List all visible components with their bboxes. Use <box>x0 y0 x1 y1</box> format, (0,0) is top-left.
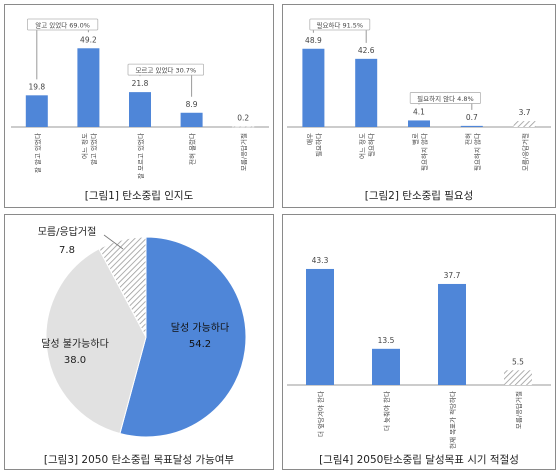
chart-1-category-label: 어느 정도알고 있었다 <box>80 133 98 165</box>
chart-1-value-label: 49.2 <box>80 35 97 44</box>
chart-3-leader-line <box>103 234 124 250</box>
chart-2-bar <box>408 120 430 127</box>
chart-1-bar <box>180 112 203 127</box>
chart-4-value-label: 37.7 <box>444 271 461 280</box>
chart-4-category-label: 더 늦춰야 한다 <box>382 391 391 431</box>
chart-panel-2: 48.9 매우필요하다 42.6 어느 정도필요하다 4.1 별로필요하지 않다 0.7 전혀… <box>282 4 556 208</box>
chart-2-bar <box>513 121 536 127</box>
chart-2-category-label: 전혀필요하지 않다 <box>463 133 481 171</box>
chart-2-value-label: 42.6 <box>358 46 375 55</box>
chart-4-bar <box>504 370 532 385</box>
chart-4-value-label: 5.5 <box>512 357 524 366</box>
chart-3-pie-slice <box>98 236 147 338</box>
chart-1-bar <box>77 48 100 127</box>
chart-1-category-label: 모름/응답거절 <box>239 133 248 171</box>
chart-4-category-label: 더 앞당겨야 한다 <box>316 391 325 437</box>
chart-1-category-label: 잘 알고 있었다 <box>33 133 42 173</box>
chart-2-bar <box>302 48 325 128</box>
chart-1-bracket-label: 알고 있었다 69.0% <box>35 21 90 30</box>
chart-2-bracket-label: 필요하지 않다 4.8% <box>417 94 474 103</box>
chart-1-category-label: 잘 모르고 있었다 <box>136 133 145 179</box>
chart-2-bracket-box <box>309 18 371 31</box>
chart-1-value-label: 8.9 <box>186 100 198 109</box>
chart-panel-3: 달성 가능하다 54.2 달성 불가능하다 38.0 모름/응답거절 7.8 <box>4 214 274 470</box>
chart-3-slice-label: 달성 가능하다 <box>171 321 229 334</box>
chart-3-slice-label: 모름/응답거절 <box>38 225 97 238</box>
chart-4-svg: 43.3 더 앞당겨야 한다 13.5 더 늦춰야 한다 37.7 현재 목표가 적당하다… <box>287 256 551 449</box>
chart-4-caption: [그림4] 2050탄소중립 달성목표 시기 적절성 <box>319 454 519 466</box>
chart-4-bar <box>372 348 400 385</box>
chart-4-category-label: 현재 목표가 적당하다 <box>448 391 457 449</box>
chart-2-bracket-box <box>409 92 481 104</box>
chart-2-category-label: 모름/응답거절 <box>521 133 530 171</box>
chart-2-value-label: 48.9 <box>305 36 322 45</box>
chart-1-category-label: 전혀 몰랐다 <box>188 133 197 165</box>
chart-2-value-label: 0.7 <box>466 113 478 122</box>
chart-2-bar <box>355 58 378 128</box>
chart-1-caption: [그림1] 탄소중립 인지도 <box>84 190 194 202</box>
chart-1-svg: 19.8 잘 알고 있었다 49.2 어느 정도알고 있었다 21.8 잘 모르고 있었다… <box>11 18 269 179</box>
chart-1-bar <box>129 92 151 127</box>
chart-4-value-label: 43.3 <box>312 256 329 265</box>
chart-1-bracket-box <box>26 18 99 31</box>
chart-2-svg: 48.9 매우필요하다 42.6 어느 정도필요하다 4.1 별로필요하지 않다 0.7 전혀… <box>287 18 551 171</box>
chart-2-category-label: 별로필요하지 않다 <box>411 133 429 171</box>
chart-2-bar <box>460 125 483 127</box>
chart-2-caption: [그림2] 탄소중립 필요성 <box>364 190 474 202</box>
chart-2-value-label: 3.7 <box>519 108 531 117</box>
chart-3-caption: [그림3] 2050 탄소중립 목표달성 가능여부 <box>43 454 235 466</box>
chart-3-slice-value: 54.2 <box>189 339 211 350</box>
chart-2-value-label: 4.1 <box>413 107 425 116</box>
chart-1-bracket-box <box>127 63 204 76</box>
chart-panel-1: 19.8 잘 알고 있었다 49.2 어느 정도알고 있었다 21.8 잘 모르고 있었다… <box>4 4 274 208</box>
chart-4-value-label: 13.5 <box>378 336 395 345</box>
chart-1-value-label: 21.8 <box>132 79 149 88</box>
chart-1-bar <box>232 126 255 128</box>
chart-1-bar <box>25 95 48 127</box>
chart-3-pie-slice <box>119 236 247 438</box>
chart-2-category-label: 어느 정도필요하다 <box>358 133 376 159</box>
chart-3-slice-label: 달성 불가능하다 <box>41 337 109 350</box>
chart-1-bracket-label: 모르고 있었다 30.7% <box>135 66 196 75</box>
chart-4-bar <box>306 268 334 385</box>
chart-2-category-label: 매우필요하다 <box>306 133 323 157</box>
chart-1-value-label: 19.8 <box>28 82 45 91</box>
chart-3-slice-value: 38.0 <box>64 355 86 366</box>
chart-3-pie-slice <box>45 248 147 435</box>
chart-4-bar <box>438 283 466 385</box>
chart-panel-4: 43.3 더 앞당겨야 한다 13.5 더 늦춰야 한다 37.7 현재 목표가 적당하다… <box>282 214 556 470</box>
chart-4-category-label: 모름/응답거절 <box>514 391 523 429</box>
chart-1-value-label: 0.2 <box>237 114 249 123</box>
chart-3-svg: 달성 가능하다 54.2 달성 불가능하다 38.0 모름/응답거절 7.8 <box>38 225 247 438</box>
chart-2-bracket-label: 필요하다 91.5% <box>316 21 363 30</box>
chart-3-slice-value: 7.8 <box>59 245 75 256</box>
